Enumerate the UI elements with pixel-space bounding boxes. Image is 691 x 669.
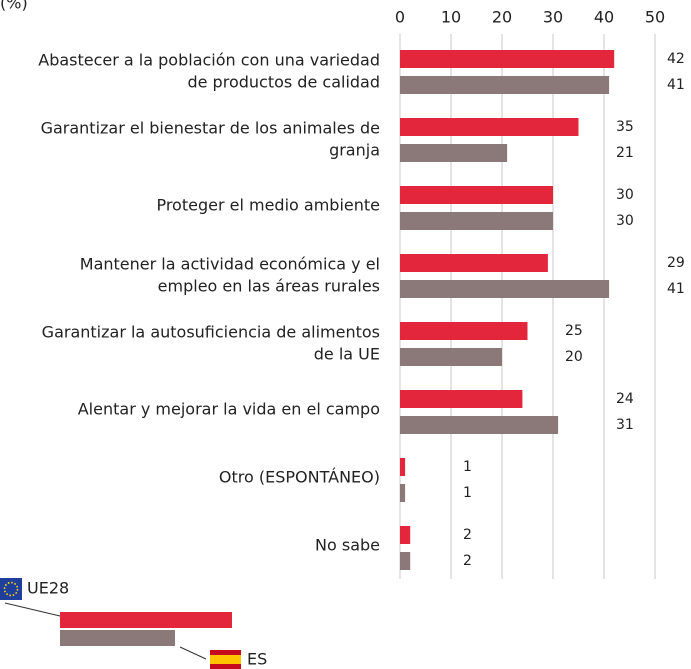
bar: [400, 322, 528, 340]
legend-label: ES: [247, 650, 267, 669]
value-label: 30: [616, 213, 634, 229]
bar: [400, 144, 508, 162]
category-label: Garantizar la autosuficiencia de aliment…: [42, 323, 380, 342]
value-label: 35: [616, 119, 634, 135]
legend-connector: [4, 602, 61, 617]
es-flag: [210, 650, 241, 669]
value-label: 20: [565, 349, 583, 365]
value-label: 1: [463, 459, 472, 475]
value-label: 41: [667, 281, 685, 297]
x-tick-label: 50: [645, 8, 665, 27]
legend-connector: [179, 646, 207, 660]
value-label: 30: [616, 187, 634, 203]
value-label: 41: [667, 77, 685, 93]
x-tick-label: 30: [543, 8, 563, 27]
value-label: 42: [667, 51, 685, 67]
bar: [400, 390, 523, 408]
category-label: de la UE: [314, 345, 380, 364]
legend-swatch: [60, 630, 175, 646]
value-label: 1: [463, 485, 472, 501]
bar: [400, 280, 610, 298]
bar: [400, 484, 406, 502]
value-label: 29: [667, 255, 685, 271]
category-label: No sabe: [315, 536, 380, 555]
flag-stripe: [210, 655, 241, 664]
legend-swatch: [60, 612, 232, 628]
category-label: Abastecer a la población con una varieda…: [38, 51, 380, 70]
value-label: 2: [463, 527, 472, 543]
category-label: granja: [329, 141, 380, 160]
x-tick-label: 10: [441, 8, 461, 27]
value-label: 24: [616, 391, 634, 407]
flag-bg: [0, 578, 22, 600]
bar: [400, 348, 502, 366]
category-label: Proteger el medio ambiente: [156, 196, 380, 215]
x-tick-label: 20: [492, 8, 512, 27]
value-label: 25: [565, 323, 583, 339]
category-label: de productos de calidad: [187, 73, 380, 92]
bar: [400, 552, 411, 570]
x-tick-label: 0: [395, 8, 405, 27]
value-label: 31: [616, 417, 634, 433]
subtitle: (%): [0, 0, 28, 13]
value-label: 2: [463, 553, 472, 569]
bar: [400, 416, 559, 434]
category-label: Otro (ESPONTÁNEO): [219, 468, 380, 487]
category-label: Garantizar el bienestar de los animales …: [41, 119, 380, 138]
bar: [400, 118, 579, 136]
x-tick-label: 40: [594, 8, 614, 27]
bar: [400, 254, 548, 272]
eu-flag: [0, 578, 22, 600]
category-label: Alentar y mejorar la vida en el campo: [78, 400, 380, 419]
flag-stars: [3, 581, 19, 597]
value-label: 21: [616, 145, 634, 161]
bar: [400, 50, 615, 68]
bar: [400, 526, 411, 544]
category-label: empleo en las áreas rurales: [158, 277, 380, 296]
bar: [400, 458, 406, 476]
bar: [400, 186, 553, 204]
bar: [400, 76, 610, 94]
bar: [400, 212, 553, 230]
category-label: Mantener la actividad económica y el: [80, 255, 380, 274]
legend-label: UE28: [27, 579, 69, 598]
